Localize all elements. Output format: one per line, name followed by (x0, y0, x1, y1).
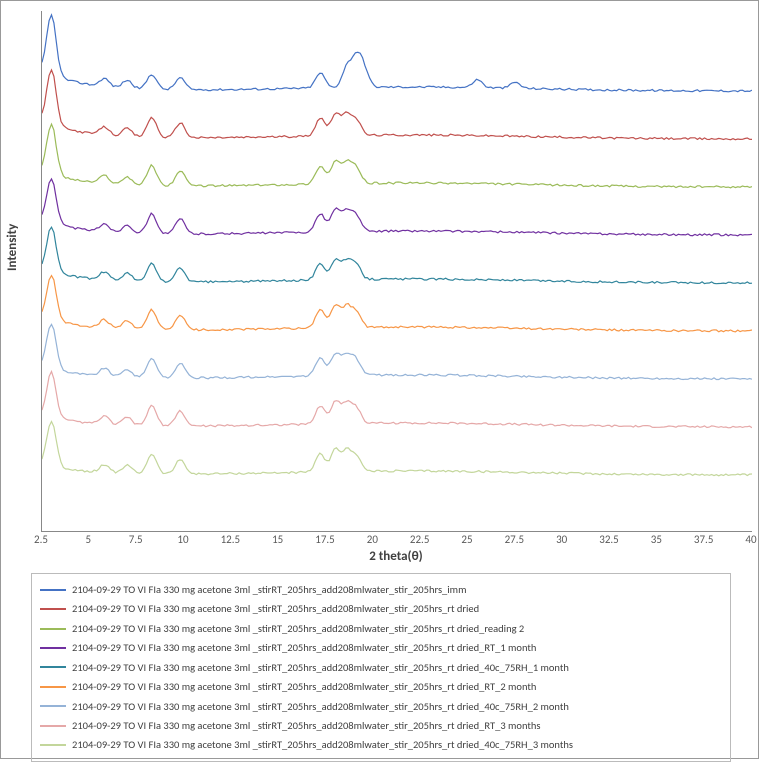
legend-label: 2104-09-29 TO VI FIa 330 mg acetone 3ml … (72, 599, 479, 618)
x-tick-label: 2.5 (34, 533, 48, 546)
legend-swatch (40, 686, 66, 688)
line-chart-svg (42, 11, 752, 531)
legend-label: 2104-09-29 TO VI FIa 330 mg acetone 3ml … (72, 580, 466, 599)
legend-swatch (40, 705, 66, 707)
x-tick-label: 27.5 (505, 533, 525, 546)
x-tick-label: 20 (367, 533, 378, 546)
x-tick-label: 22.5 (410, 533, 430, 546)
legend-swatch (40, 666, 66, 668)
x-axis-ticks: 2.557.51012.51517.52022.52527.53032.5353… (41, 533, 751, 549)
x-tick-label: 12.5 (221, 533, 241, 546)
x-tick-label: 35 (651, 533, 662, 546)
legend: 2104-09-29 TO VI FIa 330 mg acetone 3ml … (31, 573, 731, 762)
legend-label: 2104-09-29 TO VI FIa 330 mg acetone 3ml … (72, 716, 541, 735)
legend-item: 2104-09-29 TO VI FIa 330 mg acetone 3ml … (40, 619, 722, 638)
series-line (42, 422, 752, 476)
legend-item: 2104-09-29 TO VI FIa 330 mg acetone 3ml … (40, 580, 722, 599)
x-tick-label: 37.5 (694, 533, 714, 546)
x-tick-label: 10 (177, 533, 188, 546)
legend-swatch (40, 725, 66, 727)
legend-label: 2104-09-29 TO VI FIa 330 mg acetone 3ml … (72, 697, 569, 716)
legend-item: 2104-09-29 TO VI FIa 330 mg acetone 3ml … (40, 677, 722, 696)
series-line (42, 372, 752, 428)
series-line (42, 15, 752, 92)
x-tick-label: 17.5 (315, 533, 335, 546)
x-tick-label: 25 (461, 533, 472, 546)
x-tick-label: 40 (745, 533, 756, 546)
chart-container: Intensity 2 theta(θ) 2.5 5 7.5 10 12.5 15 17.5… (0, 0, 759, 759)
legend-swatch (40, 744, 66, 746)
series-line (42, 70, 752, 140)
legend-label: 2104-09-29 TO VI FIa 330 mg acetone 3ml … (72, 619, 524, 638)
series-line (42, 179, 752, 236)
series-line (42, 276, 752, 332)
x-axis-label: 2 theta(θ) (41, 549, 751, 564)
x-tick-label: 5 (86, 533, 92, 546)
x-tick-label: 15 (272, 533, 283, 546)
legend-item: 2104-09-29 TO VI FIa 330 mg acetone 3ml … (40, 697, 722, 716)
legend-item: 2104-09-29 TO VI FIa 330 mg acetone 3ml … (40, 658, 722, 677)
legend-item: 2104-09-29 TO VI FIa 330 mg acetone 3ml … (40, 716, 722, 735)
legend-swatch (40, 589, 66, 591)
legend-label: 2104-09-29 TO VI FIa 330 mg acetone 3ml … (72, 735, 573, 754)
legend-label: 2104-09-29 TO VI FIa 330 mg acetone 3ml … (72, 638, 536, 657)
y-axis-label: Intensity (5, 224, 20, 271)
plot-area (41, 11, 752, 532)
legend-item: 2104-09-29 TO VI FIa 330 mg acetone 3ml … (40, 599, 722, 618)
legend-swatch (40, 608, 66, 610)
legend-swatch (40, 647, 66, 649)
x-tick-label: 32.5 (599, 533, 619, 546)
legend-item: 2104-09-29 TO VI FIa 330 mg acetone 3ml … (40, 638, 722, 657)
legend-label: 2104-09-29 TO VI FIa 330 mg acetone 3ml … (72, 677, 536, 696)
legend-item: 2104-09-29 TO VI FIa 330 mg acetone 3ml … (40, 735, 722, 754)
series-line (42, 124, 752, 188)
x-tick-label: 30 (556, 533, 567, 546)
x-tick-label: 7.5 (129, 533, 143, 546)
series-line (42, 324, 752, 379)
legend-swatch (40, 628, 66, 630)
legend-label: 2104-09-29 TO VI FIa 330 mg acetone 3ml … (72, 658, 569, 677)
